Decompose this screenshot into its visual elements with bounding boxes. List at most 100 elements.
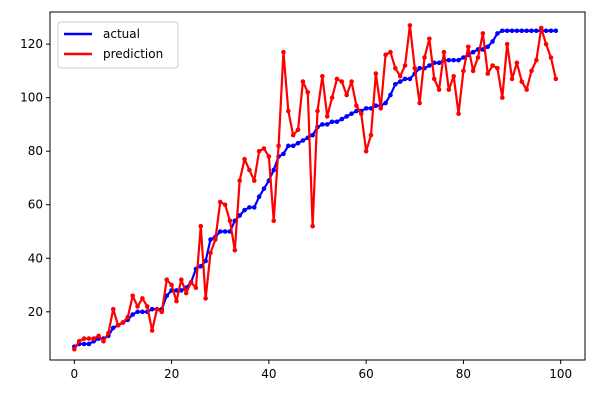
data-point-prediction bbox=[91, 336, 97, 341]
data-point-actual bbox=[553, 28, 559, 34]
data-point-actual bbox=[548, 28, 554, 34]
data-point-prediction bbox=[300, 79, 306, 84]
data-point-prediction bbox=[179, 277, 184, 282]
data-point-prediction bbox=[500, 95, 505, 100]
data-point-actual bbox=[451, 57, 456, 63]
data-point-prediction bbox=[534, 57, 539, 63]
y-tick-label: 20 bbox=[28, 305, 43, 319]
data-point-actual bbox=[149, 306, 155, 312]
x-tick-label: 60 bbox=[358, 367, 373, 381]
data-point-prediction bbox=[456, 111, 461, 117]
data-point-prediction bbox=[208, 250, 213, 256]
legend-label-prediction: prediction bbox=[103, 47, 163, 61]
data-point-actual bbox=[286, 143, 291, 149]
data-point-actual bbox=[110, 325, 116, 331]
data-point-prediction bbox=[368, 132, 374, 138]
data-point-actual bbox=[417, 65, 422, 71]
data-point-actual bbox=[504, 28, 510, 34]
data-point-actual bbox=[86, 341, 92, 347]
data-point-actual bbox=[329, 119, 335, 125]
data-point-prediction bbox=[465, 44, 471, 50]
data-point-prediction bbox=[276, 143, 281, 149]
data-point-actual bbox=[495, 31, 500, 36]
data-point-prediction bbox=[266, 154, 272, 159]
data-point-actual bbox=[242, 207, 247, 213]
data-point-actual bbox=[310, 132, 315, 138]
x-tick-label: 80 bbox=[456, 367, 471, 381]
data-point-prediction bbox=[227, 218, 233, 224]
data-point-prediction bbox=[446, 87, 452, 92]
data-point-prediction bbox=[96, 333, 101, 339]
data-point-prediction bbox=[543, 41, 549, 47]
data-point-prediction bbox=[203, 296, 208, 301]
data-point-prediction bbox=[519, 79, 525, 84]
data-point-prediction bbox=[363, 148, 369, 154]
data-point-prediction bbox=[417, 100, 422, 106]
data-point-prediction bbox=[110, 306, 116, 312]
data-point-actual bbox=[324, 122, 330, 127]
data-point-actual bbox=[519, 28, 525, 34]
data-point-actual bbox=[237, 213, 242, 218]
data-point-prediction bbox=[213, 237, 218, 242]
data-point-prediction bbox=[509, 76, 515, 82]
data-point-prediction bbox=[358, 111, 364, 117]
data-point-actual bbox=[456, 57, 461, 63]
data-point-prediction bbox=[188, 280, 194, 285]
data-point-prediction bbox=[251, 178, 257, 183]
data-point-prediction bbox=[529, 68, 534, 74]
data-point-actual bbox=[514, 28, 520, 34]
data-point-prediction bbox=[354, 103, 359, 108]
data-point-prediction bbox=[315, 108, 320, 114]
data-point-prediction bbox=[247, 167, 252, 173]
data-point-actual bbox=[295, 140, 301, 146]
data-point-prediction bbox=[553, 76, 559, 82]
data-point-prediction bbox=[427, 36, 432, 42]
data-point-actual bbox=[543, 28, 549, 34]
data-point-prediction bbox=[397, 73, 403, 79]
data-point-prediction bbox=[320, 73, 325, 79]
data-point-prediction bbox=[237, 178, 242, 183]
data-point-prediction bbox=[198, 223, 204, 229]
data-point-prediction bbox=[388, 49, 393, 55]
data-point-actual bbox=[203, 258, 208, 264]
data-point-prediction bbox=[193, 285, 199, 291]
data-point-prediction bbox=[339, 79, 345, 84]
data-point-prediction bbox=[383, 52, 388, 58]
data-point-prediction bbox=[475, 55, 481, 60]
x-tick-label: 20 bbox=[164, 367, 179, 381]
data-point-actual bbox=[407, 76, 413, 82]
data-point-prediction bbox=[81, 336, 87, 341]
data-point-prediction bbox=[290, 132, 296, 138]
data-point-prediction bbox=[329, 95, 335, 100]
data-point-prediction bbox=[222, 202, 228, 208]
data-point-prediction bbox=[412, 65, 418, 71]
data-point-prediction bbox=[76, 338, 82, 344]
data-point-prediction bbox=[344, 92, 349, 98]
data-point-actual bbox=[490, 39, 495, 44]
data-point-actual bbox=[344, 114, 349, 119]
data-point-prediction bbox=[378, 106, 384, 111]
data-point-prediction bbox=[402, 63, 408, 68]
data-point-prediction bbox=[524, 87, 529, 92]
data-point-actual bbox=[534, 28, 539, 34]
data-point-prediction bbox=[295, 127, 301, 133]
data-point-prediction bbox=[261, 146, 267, 151]
data-point-prediction bbox=[349, 79, 354, 84]
series-line-actual bbox=[73, 29, 556, 348]
data-point-actual bbox=[135, 309, 140, 315]
series-line-prediction bbox=[73, 24, 557, 350]
data-point-actual bbox=[509, 28, 515, 34]
data-point-prediction bbox=[480, 31, 486, 36]
data-point-prediction bbox=[548, 55, 554, 60]
data-point-actual bbox=[251, 205, 257, 210]
data-point-prediction bbox=[164, 277, 170, 282]
data-point-prediction bbox=[144, 304, 150, 309]
data-point-prediction bbox=[538, 25, 544, 31]
y-tick-label: 40 bbox=[28, 251, 43, 265]
y-tick-label: 120 bbox=[20, 37, 43, 51]
data-point-actual bbox=[320, 122, 325, 127]
data-point-prediction bbox=[451, 73, 456, 79]
data-point-actual bbox=[130, 312, 135, 317]
data-point-prediction bbox=[373, 71, 379, 76]
